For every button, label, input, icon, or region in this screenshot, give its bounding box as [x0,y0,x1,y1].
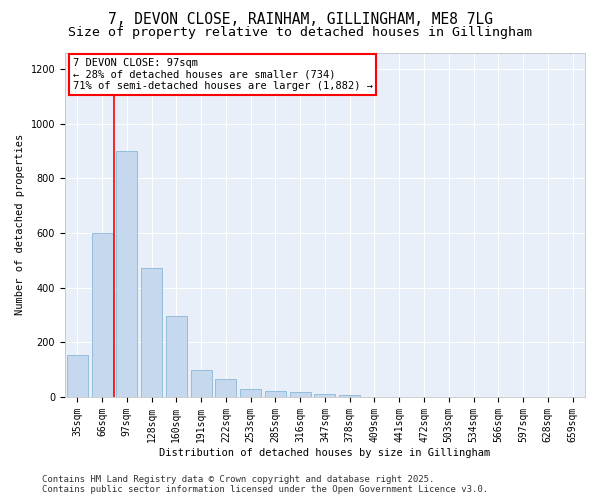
Bar [240,390,261,397]
X-axis label: Distribution of detached houses by size in Gillingham: Distribution of detached houses by size … [160,448,491,458]
Bar [191,370,212,397]
Bar [314,394,335,397]
Bar [265,391,286,397]
Bar [141,268,162,397]
Text: Contains HM Land Registry data © Crown copyright and database right 2025.
Contai: Contains HM Land Registry data © Crown c… [42,474,488,494]
Bar [290,392,311,397]
Y-axis label: Number of detached properties: Number of detached properties [15,134,25,316]
Text: 7 DEVON CLOSE: 97sqm
← 28% of detached houses are smaller (734)
71% of semi-deta: 7 DEVON CLOSE: 97sqm ← 28% of detached h… [73,58,373,91]
Bar [116,151,137,397]
Bar [67,354,88,397]
Bar [339,395,360,397]
Bar [215,379,236,397]
Bar [92,233,113,397]
Text: Size of property relative to detached houses in Gillingham: Size of property relative to detached ho… [68,26,532,39]
Bar [166,316,187,397]
Text: 7, DEVON CLOSE, RAINHAM, GILLINGHAM, ME8 7LG: 7, DEVON CLOSE, RAINHAM, GILLINGHAM, ME8… [107,12,493,28]
